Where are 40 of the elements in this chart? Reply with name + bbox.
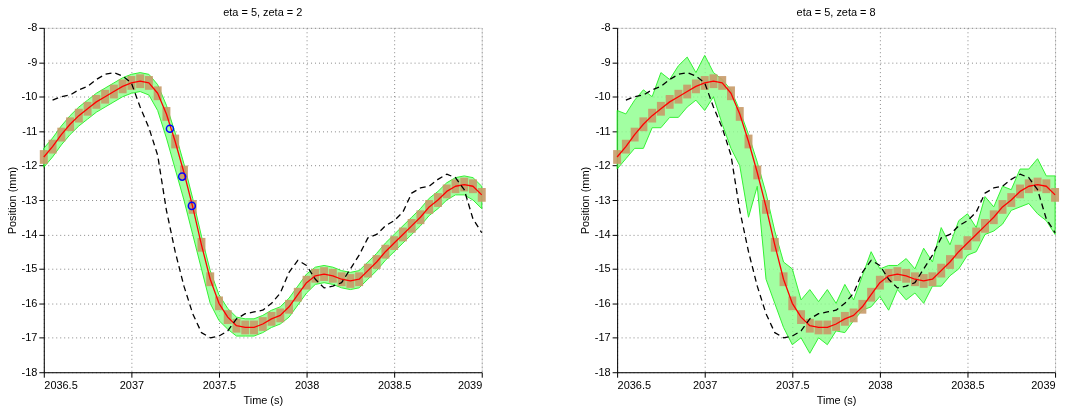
x-tick-label: 2037.5: [776, 378, 810, 391]
x-tick-label: 2038: [868, 378, 893, 391]
chart-title: eta = 5, zeta = 8: [796, 5, 876, 18]
y-tick-label: -17: [594, 331, 611, 344]
y-tick-label: -18: [21, 365, 38, 378]
x-tick-label: 2039: [457, 378, 483, 391]
y-tick-label: -12: [594, 159, 611, 172]
chart-title: eta = 5, zeta = 2: [223, 5, 303, 18]
x-tick-label: 2037: [119, 378, 145, 391]
y-tick-label: -12: [21, 159, 38, 172]
y-tick-label: -9: [600, 55, 611, 68]
y-tick-label: -14: [21, 227, 38, 240]
y-tick-label: -11: [22, 124, 38, 137]
y-tick-label: -16: [594, 296, 611, 309]
y-tick-label: -8: [27, 21, 38, 34]
y-tick-label: -14: [594, 227, 611, 240]
x-tick-label: 2038.5: [377, 378, 412, 391]
y-tick-label: -8: [600, 21, 611, 34]
y-tick-label: -16: [21, 296, 38, 309]
x-tick-label: 2038.5: [951, 378, 985, 391]
y-tick-label: -13: [21, 193, 38, 206]
y-tick-label: -18: [594, 365, 611, 378]
y-tick-label: -15: [594, 262, 611, 275]
y-axis-title: Position (mm): [578, 166, 591, 235]
x-tick-label: 2038: [294, 378, 320, 391]
y-tick-label: -15: [21, 262, 38, 275]
x-axis-title: Time (s): [816, 393, 857, 406]
x-tick-label: 2037.5: [202, 378, 237, 391]
y-tick-label: -10: [21, 90, 38, 103]
x-axis-title: Time (s): [243, 393, 284, 406]
x-tick-label: 2036.5: [617, 378, 652, 391]
x-tick-label: 2036.5: [44, 378, 78, 391]
y-tick-label: -11: [595, 124, 611, 137]
y-tick-label: -9: [27, 55, 38, 68]
y-tick-label: -13: [594, 193, 611, 206]
x-tick-label: 2039: [1031, 378, 1056, 391]
y-axis-title: Position (mm): [5, 166, 18, 235]
x-tick-label: 2037: [693, 378, 718, 391]
y-tick-label: -17: [21, 331, 38, 344]
y-tick-label: -10: [594, 90, 611, 103]
